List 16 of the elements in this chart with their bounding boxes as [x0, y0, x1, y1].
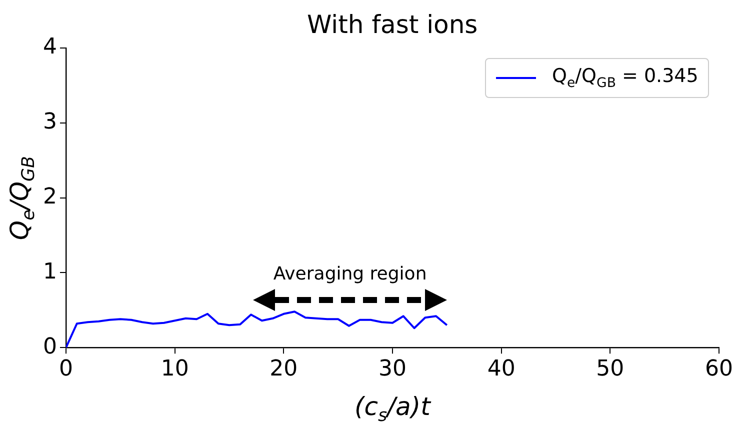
x-tick-label: 50	[596, 356, 624, 382]
x-tick-label: 10	[160, 356, 189, 382]
chart-title: With fast ions	[306, 10, 478, 39]
y-tick-label: 1	[42, 259, 57, 284]
annotation: Averaging region	[273, 263, 427, 284]
y-tick-label: 0	[42, 334, 57, 360]
y-tick-label: 2	[42, 184, 57, 210]
y-tick-label: 3	[42, 110, 57, 135]
x-axis-title: (c$_{s}$/a)t	[354, 392, 430, 426]
x-tick-label: 0	[58, 356, 73, 382]
x-tick-label: 40	[487, 356, 516, 382]
x-tick-label: 20	[270, 356, 298, 382]
x-tick-label: 30	[378, 356, 406, 382]
legend-label: Q$_{e}$/Q$_{GB}$ = 0.345	[552, 65, 698, 91]
y-tick-label: 4	[42, 34, 57, 60]
x-tick-label: 60	[705, 356, 733, 382]
